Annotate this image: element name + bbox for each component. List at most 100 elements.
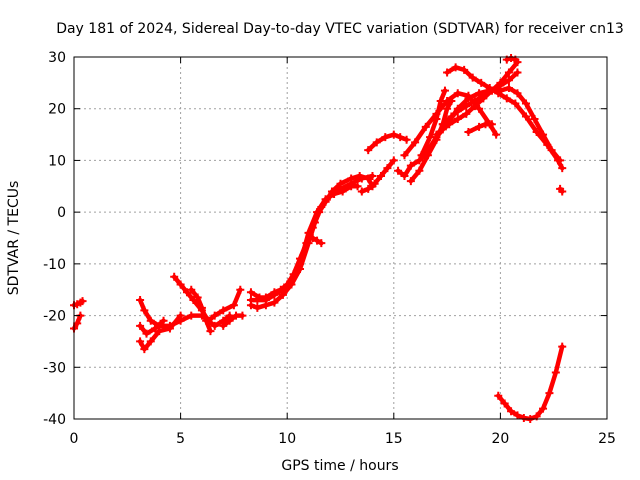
- data-point: [170, 272, 179, 281]
- data-point: [415, 156, 424, 165]
- x-tick-label: 20: [491, 431, 509, 447]
- axis-ticks: 0 5 10 15 20 25 -40 -30 -20 -10 0 10 20 30: [43, 50, 616, 447]
- data-point: [464, 94, 473, 103]
- data-point: [453, 104, 462, 113]
- data-point: [368, 171, 377, 180]
- data-point: [530, 115, 539, 124]
- data-point: [447, 96, 456, 105]
- data-point: [159, 316, 168, 325]
- data-point: [521, 99, 530, 108]
- data-point: [304, 228, 313, 237]
- data-point: [443, 104, 452, 113]
- data-point: [197, 303, 206, 312]
- data-point: [140, 306, 149, 315]
- data-point: [504, 84, 513, 93]
- data-point: [176, 280, 185, 289]
- data-point: [142, 329, 151, 338]
- data-point: [364, 184, 373, 193]
- data-point: [443, 68, 452, 77]
- data-point: [229, 301, 238, 310]
- data-point: [210, 311, 219, 320]
- data-point: [406, 161, 415, 170]
- data-point: [406, 177, 415, 186]
- series-track-n: [364, 130, 411, 155]
- data-point: [556, 156, 565, 165]
- data-point: [219, 306, 228, 315]
- data-point: [330, 190, 339, 199]
- series-track-g: [187, 285, 215, 336]
- data-point: [136, 337, 145, 346]
- data-point: [539, 404, 548, 413]
- data-point: [426, 133, 435, 142]
- data-point: [432, 115, 441, 124]
- data-point: [377, 171, 386, 180]
- data-point: [219, 321, 228, 330]
- data-point: [389, 130, 398, 139]
- series-track-h: [219, 311, 247, 330]
- data-point: [513, 89, 522, 98]
- data-point: [73, 319, 82, 328]
- y-tick-label: -20: [43, 309, 66, 325]
- series-track-d: [136, 311, 185, 354]
- y-axis-label: SDTVAR / TECUs: [6, 181, 22, 296]
- series-trace: [402, 90, 499, 158]
- y-tick-label: -40: [43, 412, 66, 428]
- data-point: [136, 321, 145, 330]
- data-point: [415, 166, 424, 175]
- series-trace: [137, 318, 166, 336]
- data-point: [504, 68, 513, 77]
- series-track-u: [432, 84, 565, 165]
- series-track-l: [308, 234, 326, 248]
- data-point: [189, 296, 198, 305]
- data-point: [146, 316, 155, 325]
- data-point: [295, 259, 304, 268]
- data-point: [558, 187, 567, 196]
- x-tick-label: 25: [598, 431, 616, 447]
- data-point: [460, 65, 469, 74]
- data-point: [357, 187, 366, 196]
- data-point: [440, 86, 449, 95]
- data-point: [278, 285, 287, 294]
- data-point: [400, 171, 409, 180]
- data-point: [313, 236, 322, 245]
- data-point: [432, 130, 441, 139]
- plot-area: [70, 54, 567, 423]
- data-point: [78, 297, 87, 306]
- data-point: [353, 182, 362, 191]
- data-point: [270, 298, 279, 307]
- data-point: [400, 151, 409, 160]
- series-track-r: [417, 86, 449, 160]
- y-tick-label: 20: [48, 102, 66, 118]
- data-point: [210, 321, 219, 330]
- data-point: [238, 311, 247, 320]
- data-point: [475, 122, 484, 131]
- data-point: [558, 342, 567, 351]
- data-point: [246, 288, 255, 297]
- data-point: [417, 151, 426, 160]
- data-point: [475, 104, 484, 113]
- data-point: [338, 187, 347, 196]
- data-point: [187, 311, 196, 320]
- data-point: [470, 96, 479, 105]
- data-point: [453, 115, 462, 124]
- data-point: [357, 174, 366, 183]
- data-point: [236, 285, 245, 294]
- data-point: [140, 345, 149, 354]
- data-point: [462, 109, 471, 118]
- data-point: [165, 324, 174, 333]
- data-point: [193, 293, 202, 302]
- data-point: [443, 120, 452, 129]
- x-tick-label: 0: [70, 431, 79, 447]
- data-point: [551, 368, 560, 377]
- series-track-q: [406, 96, 456, 186]
- grid: [74, 57, 607, 419]
- data-point: [464, 127, 473, 136]
- data-point: [187, 285, 196, 294]
- data-point: [396, 133, 405, 142]
- data-point: [547, 146, 556, 155]
- series-track-m: [357, 156, 398, 196]
- x-tick-label: 15: [385, 431, 403, 447]
- data-point: [206, 327, 215, 336]
- data-point: [502, 94, 511, 103]
- y-tick-label: 30: [48, 50, 66, 66]
